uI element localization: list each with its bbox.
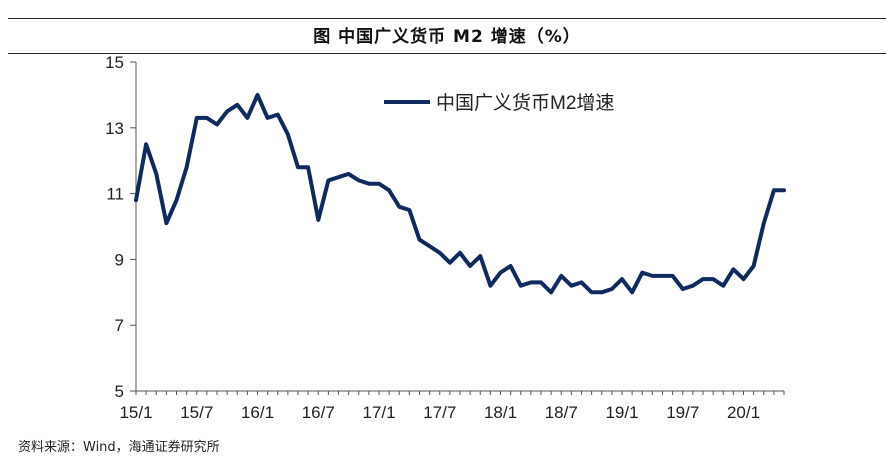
x-tick-label: 20/1 xyxy=(727,403,760,422)
data-point xyxy=(650,274,654,278)
axes: 5 7 9 11 13 15 15/1 15/7 16/1 16/7 17/1 17/7 18/1 18/… xyxy=(105,53,785,422)
y-tick-label: 13 xyxy=(105,119,124,138)
data-point xyxy=(600,290,604,294)
data-point xyxy=(337,175,340,179)
data-point xyxy=(569,284,573,288)
title-bar: 图 中国广义货币 M2 增速（%） xyxy=(0,8,894,54)
y-tick-label: 7 xyxy=(115,316,124,335)
series-line xyxy=(134,92,786,295)
x-tick-label: 16/7 xyxy=(302,403,335,422)
y-tick-label: 15 xyxy=(105,53,124,72)
data-point xyxy=(448,261,452,265)
data-point xyxy=(266,116,270,120)
data-point xyxy=(590,290,594,294)
x-tick-label: 19/1 xyxy=(605,403,638,422)
data-point xyxy=(681,287,685,291)
data-point xyxy=(316,218,320,222)
y-tick-label: 9 xyxy=(115,250,124,269)
data-point xyxy=(397,205,401,209)
data-point xyxy=(225,109,229,113)
chart-title: 图 中国广义货币 M2 增速（%） xyxy=(313,27,581,47)
data-point xyxy=(296,165,300,169)
data-point xyxy=(519,284,523,288)
x-tick-label: 19/7 xyxy=(666,403,699,422)
data-point xyxy=(671,274,675,278)
data-point xyxy=(195,116,199,120)
data-point xyxy=(286,132,290,136)
source-note: 资料来源：Wind，海通证券研究所 xyxy=(18,440,220,455)
data-point xyxy=(438,251,442,255)
data-point xyxy=(256,93,259,97)
data-point xyxy=(499,271,502,275)
x-tick-label: 18/1 xyxy=(484,403,517,422)
data-point xyxy=(164,221,168,225)
data-point xyxy=(235,103,239,107)
data-point xyxy=(752,264,756,268)
data-point xyxy=(488,284,492,288)
data-point xyxy=(418,238,421,242)
data-point xyxy=(580,280,583,284)
data-point xyxy=(661,274,664,278)
data-point xyxy=(134,198,138,202)
y-tick-label: 5 xyxy=(115,382,124,401)
x-tick-label: 18/7 xyxy=(545,403,578,422)
data-point xyxy=(539,280,543,284)
data-point xyxy=(509,264,513,268)
data-point xyxy=(306,165,310,169)
data-point xyxy=(529,280,533,284)
data-point xyxy=(458,251,462,255)
y-tick-label: 11 xyxy=(106,185,124,204)
data-point xyxy=(762,221,766,225)
x-tick-label: 15/1 xyxy=(119,403,152,422)
data-point xyxy=(549,290,553,294)
series-layer xyxy=(134,92,786,295)
legend: 中国广义货币M2增速 xyxy=(384,92,614,114)
title-rule-top xyxy=(8,18,886,19)
data-point xyxy=(205,116,209,120)
data-point xyxy=(630,290,634,294)
data-point xyxy=(772,188,776,192)
data-point xyxy=(691,284,695,288)
data-point xyxy=(407,208,411,212)
x-tick-label: 15/7 xyxy=(180,403,213,422)
data-point xyxy=(185,165,189,169)
data-point xyxy=(640,271,644,275)
data-point xyxy=(387,188,391,192)
data-point xyxy=(742,277,745,281)
legend-label: 中国广义货币M2增速 xyxy=(436,92,614,114)
data-point xyxy=(620,277,624,281)
data-point xyxy=(245,116,249,120)
data-point xyxy=(782,188,786,192)
data-point xyxy=(731,267,735,271)
data-point xyxy=(428,244,432,248)
title-rule-bottom xyxy=(8,53,886,54)
data-point xyxy=(175,198,178,202)
x-tick-label: 17/7 xyxy=(423,403,456,422)
data-point xyxy=(357,178,361,182)
x-tick-label: 17/1 xyxy=(362,403,395,422)
data-point xyxy=(610,287,614,291)
x-tick-label: 16/1 xyxy=(241,403,274,422)
data-point xyxy=(478,254,482,258)
data-point xyxy=(468,264,472,268)
data-point xyxy=(154,172,158,176)
data-point xyxy=(144,142,148,146)
data-point xyxy=(559,274,563,278)
data-point xyxy=(721,284,725,288)
data-point xyxy=(367,182,371,186)
data-point xyxy=(711,277,715,281)
data-point xyxy=(326,178,330,182)
data-point xyxy=(215,123,219,127)
line-chart: 5 7 9 11 13 15 15/1 15/7 16/1 16/7 17/1 17/7 18/1 18/… xyxy=(105,53,786,422)
data-point xyxy=(377,182,381,186)
data-point xyxy=(276,113,280,117)
data-point xyxy=(701,277,705,281)
data-point xyxy=(347,172,351,176)
